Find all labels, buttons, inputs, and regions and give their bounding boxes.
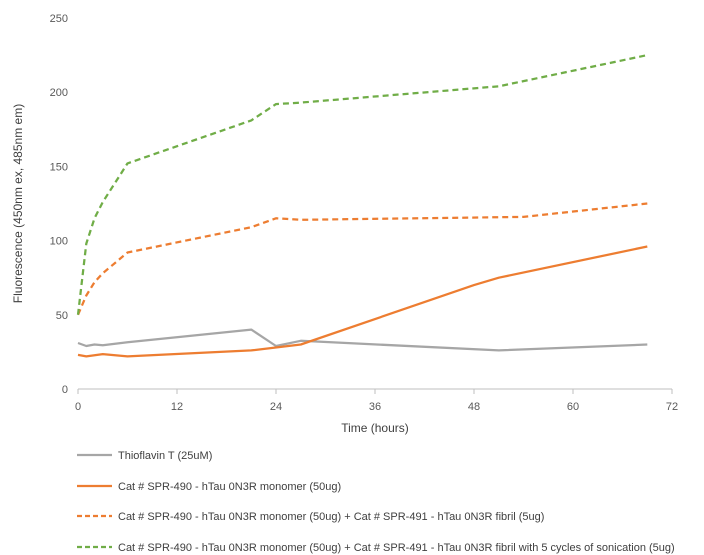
y-tick-label: 150 <box>50 161 68 173</box>
y-tick-label: 200 <box>50 87 68 99</box>
x-tick-label: 48 <box>468 401 480 413</box>
legend-label: Cat # SPR-490 - hTau 0N3R monomer (50ug)… <box>118 542 675 554</box>
plot-area <box>76 53 672 390</box>
x-tick-label: 24 <box>270 401 282 413</box>
x-axis-title: Time (hours) <box>341 421 409 435</box>
legend: Thioflavin T (25uM) Cat # SPR-490 - hTau … <box>77 450 675 554</box>
y-tick-label: 100 <box>50 236 68 248</box>
y-tick-label: 50 <box>56 310 68 322</box>
legend-label: Cat # SPR-490 - hTau 0N3R monomer (50ug)… <box>118 511 544 523</box>
legend-label: Cat # SPR-490 - hTau 0N3R monomer (50ug) <box>118 481 341 493</box>
x-tick-label: 12 <box>171 401 183 413</box>
x-tick-label: 36 <box>369 401 381 413</box>
legend-label: Thioflavin T (25uM) <box>118 450 212 462</box>
y-tick-label: 250 <box>50 13 68 25</box>
series-line-3 <box>76 202 648 316</box>
x-tick-label: 60 <box>567 401 579 413</box>
series-line-1 <box>77 328 648 352</box>
series-line-4 <box>76 53 648 315</box>
x-axis-ticks: 0 12 24 36 48 60 72 <box>75 389 678 413</box>
y-axis-ticks: 0 50 100 150 200 250 <box>50 13 68 396</box>
x-tick-label: 72 <box>666 401 678 413</box>
y-axis-title: Fluorescence (450nm ex, 485nm em) <box>11 104 25 303</box>
series-line-2 <box>77 245 648 358</box>
y-tick-label: 0 <box>62 384 68 396</box>
x-tick-label: 0 <box>75 401 81 413</box>
